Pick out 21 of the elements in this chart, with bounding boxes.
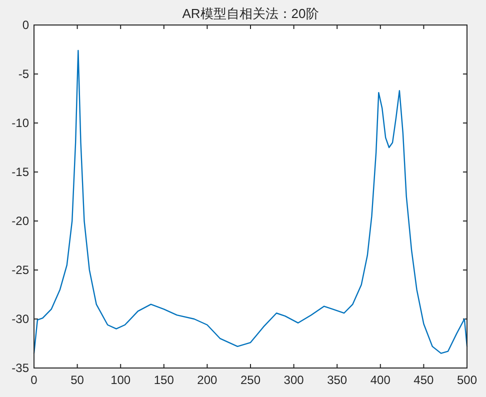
x-tick-label: 450: [414, 373, 434, 387]
x-tick-label: 0: [30, 373, 38, 387]
y-tick-label: -35: [12, 361, 30, 375]
chart-title: AR模型自相关法：20阶: [182, 6, 319, 21]
y-tick-label: -5: [18, 67, 30, 81]
x-tick-label: 150: [154, 373, 174, 387]
y-tick-label: -30: [12, 312, 30, 326]
y-tick-label: -25: [12, 263, 30, 277]
line-series: [33, 50, 468, 354]
x-tick-label: 200: [197, 373, 218, 387]
x-tick-label: 400: [370, 373, 391, 387]
x-tick-label: 250: [240, 373, 261, 387]
x-tick-label: 50: [70, 373, 84, 387]
x-tick-label: 350: [327, 373, 348, 387]
x-tick-label: 300: [284, 373, 304, 387]
y-tick-label: -15: [12, 165, 30, 179]
y-tick-label: -10: [12, 116, 30, 130]
x-tick-label: 100: [110, 373, 131, 387]
y-tick-label: 0: [22, 18, 30, 32]
x-tick-label: 500: [456, 373, 478, 387]
y-tick-label: -20: [12, 214, 30, 228]
